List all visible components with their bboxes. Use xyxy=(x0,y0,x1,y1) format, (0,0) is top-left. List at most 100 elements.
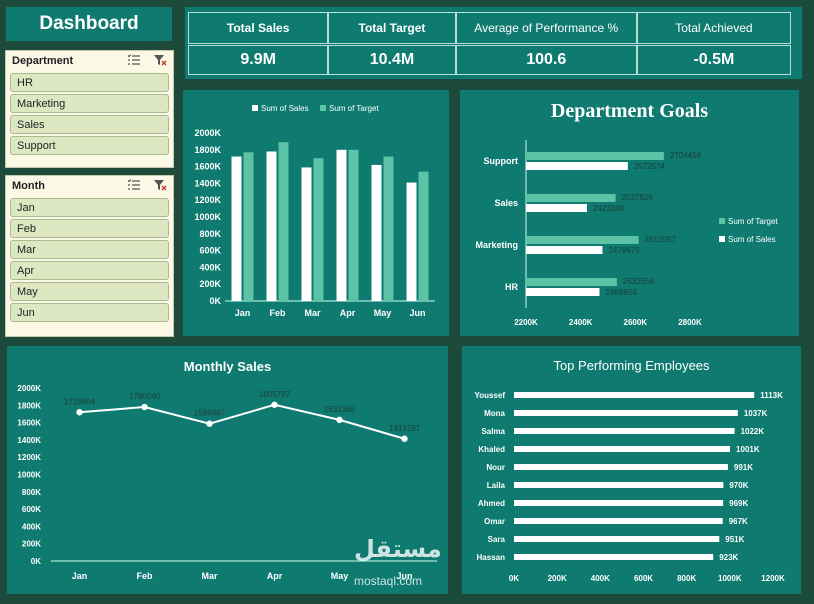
kpi-panel: Total Sales Total Target Average of Perf… xyxy=(185,7,802,79)
target-bar xyxy=(278,142,289,301)
sales-bar xyxy=(371,164,382,301)
x-tick-label: Feb xyxy=(136,571,153,581)
legend-swatch-target xyxy=(320,105,326,111)
target-bar xyxy=(526,194,616,202)
x-tick-label: 2200K xyxy=(514,318,538,327)
target-bar xyxy=(418,171,429,301)
sales-data-label: 2468854 xyxy=(605,288,637,297)
x-tick-label: Jan xyxy=(235,308,251,318)
sales-data-label: 1586887 xyxy=(194,409,226,418)
x-tick-label: 2800K xyxy=(678,318,702,327)
x-tick-label: 2400K xyxy=(569,318,593,327)
employee-data-label: 967K xyxy=(729,517,748,526)
kpi-value-total-achieved: -0.5M xyxy=(636,45,791,75)
monthly-sales-title: Monthly Sales xyxy=(183,359,272,374)
y-tick-label: 2000K xyxy=(17,384,41,393)
multi-select-icon[interactable] xyxy=(127,53,141,69)
employee-data-label: 1113K xyxy=(760,391,783,400)
month-slicer-title: Month xyxy=(12,180,45,192)
employee-bar xyxy=(514,500,724,506)
x-tick-label: Mar xyxy=(304,308,321,318)
y-tick-label: 1600K xyxy=(17,419,41,428)
kpi-value-avg-performance: 100.6 xyxy=(455,45,637,75)
y-tick-label: 200K xyxy=(22,540,41,549)
department-item-support[interactable]: Support xyxy=(10,136,169,155)
x-tick-label: Feb xyxy=(269,308,286,318)
month-item-mar[interactable]: Mar xyxy=(10,240,169,259)
y-tick-label: 400K xyxy=(199,262,221,272)
target-bar xyxy=(348,149,359,301)
sales-point xyxy=(76,409,83,416)
employee-name-label: Khaled xyxy=(478,445,505,454)
sales-bar xyxy=(336,149,347,301)
employee-data-label: 951K xyxy=(725,535,744,544)
y-tick-label: 1800K xyxy=(194,145,221,155)
y-tick-label: Support xyxy=(484,156,519,166)
employee-data-label: 1001K xyxy=(736,445,760,454)
y-tick-label: 600K xyxy=(199,246,221,256)
sales-data-label: 1413197 xyxy=(389,424,421,433)
department-item-sales[interactable]: Sales xyxy=(10,115,169,134)
employee-data-label: 1037K xyxy=(744,409,768,418)
sales-bar xyxy=(526,204,587,212)
legend-label-sales: Sum of Sales xyxy=(728,235,776,244)
department-item-list: HR Marketing Sales Support xyxy=(6,73,173,155)
sales-data-label: 1805797 xyxy=(259,390,291,399)
sales-point xyxy=(271,401,278,408)
department-item-hr[interactable]: HR xyxy=(10,73,169,92)
x-tick-label: Apr xyxy=(340,308,356,318)
y-tick-label: 1800K xyxy=(17,401,41,410)
y-tick-label: 2000K xyxy=(194,128,221,138)
month-item-jun[interactable]: Jun xyxy=(10,303,169,322)
monthly-sales-panel: Monthly Sales 0K 200K 400K 600K 800K 1000K 120… xyxy=(7,346,448,594)
x-tick-label: 200K xyxy=(548,574,567,583)
employee-data-label: 923K xyxy=(719,553,738,562)
y-tick-label: 600K xyxy=(22,505,41,514)
sales-data-label: 2479675 xyxy=(608,246,640,255)
y-tick-label: 0K xyxy=(31,557,41,566)
sales-bar xyxy=(526,246,603,254)
department-goals-chart: 2704458 2572574 Support 2527829 2423104 Sales… xyxy=(475,140,778,327)
multi-select-icon[interactable] xyxy=(127,178,141,194)
top-employees-panel: Top Performing Employees 1113K Youssef 103… xyxy=(462,346,801,594)
target-bar xyxy=(383,156,394,301)
kpi-value-total-sales: 9.9M xyxy=(188,45,329,75)
x-tick-label: Mar xyxy=(201,571,218,581)
sales-point xyxy=(206,420,213,427)
employee-name-label: Youssef xyxy=(474,391,505,400)
target-data-label: 2612057 xyxy=(645,235,677,244)
target-data-label: 2532556 xyxy=(623,277,655,286)
legend-swatch-target xyxy=(719,218,725,224)
sales-point xyxy=(141,403,148,411)
month-item-may[interactable]: May xyxy=(10,282,169,301)
x-tick-label: 0K xyxy=(509,574,519,583)
x-tick-label: 800K xyxy=(677,574,696,583)
employee-bar xyxy=(514,428,735,434)
month-item-feb[interactable]: Feb xyxy=(10,219,169,238)
x-tick-label: 600K xyxy=(634,574,653,583)
department-slicer-title: Department xyxy=(12,55,74,67)
target-bar xyxy=(243,152,254,301)
clear-filter-icon[interactable] xyxy=(153,179,167,194)
x-tick-label: Jan xyxy=(72,571,88,581)
department-item-marketing[interactable]: Marketing xyxy=(10,94,169,113)
y-tick-label: 1600K xyxy=(194,162,221,172)
sales-bar xyxy=(526,162,628,170)
employee-name-label: Salma xyxy=(481,427,505,436)
x-tick-label: May xyxy=(374,308,392,318)
kpi-value-total-target: 10.4M xyxy=(328,45,456,75)
x-tick-label: 1200K xyxy=(761,574,785,583)
kpi-label-total-target: Total Target xyxy=(328,12,456,44)
month-item-apr[interactable]: Apr xyxy=(10,261,169,280)
legend-swatch-sales xyxy=(252,105,258,111)
clear-filter-icon[interactable] xyxy=(153,54,167,69)
employee-name-label: Hassan xyxy=(477,553,506,562)
employee-data-label: 1022K xyxy=(741,427,765,436)
kpi-label-avg-performance: Average of Performance % xyxy=(455,12,637,44)
y-tick-label: 800K xyxy=(22,488,41,497)
department-goals-panel: Department Goals 2704458 2572574 Support 25… xyxy=(460,90,799,336)
month-item-jan[interactable]: Jan xyxy=(10,198,169,217)
employee-bar xyxy=(514,410,738,416)
y-tick-label: 1200K xyxy=(194,195,221,205)
y-tick-label: 1000K xyxy=(17,471,41,480)
